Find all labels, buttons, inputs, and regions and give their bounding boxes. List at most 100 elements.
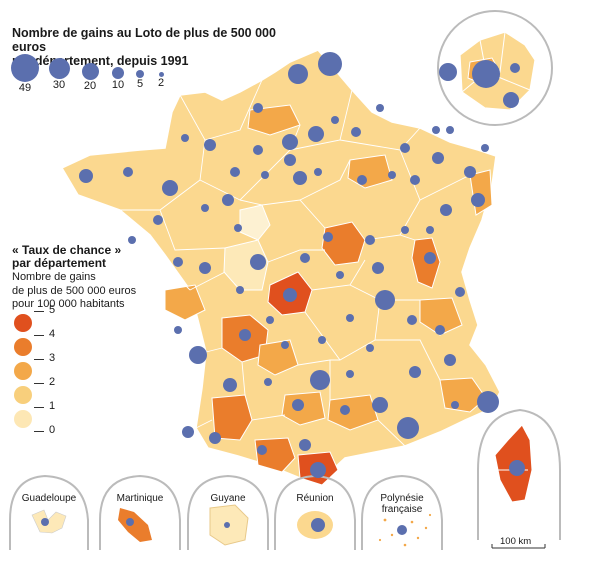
win-bubble	[471, 193, 485, 207]
win-bubble	[199, 262, 211, 274]
win-bubble	[253, 145, 263, 155]
win-bubble	[266, 316, 274, 324]
win-bubble	[281, 341, 289, 349]
win-bubble	[477, 391, 499, 413]
legend-bubble	[11, 54, 39, 82]
bubbles-layer	[41, 52, 525, 535]
scale-label: 100 km	[500, 536, 532, 547]
win-bubble	[509, 460, 525, 476]
rate-tick	[34, 311, 44, 312]
win-bubble	[439, 63, 457, 81]
win-bubble	[173, 257, 183, 267]
win-bubble	[481, 144, 489, 152]
polynesie-islands	[378, 513, 432, 547]
size-legend-item: 2	[152, 72, 170, 89]
rate-legend-header: « Taux de chance » par département Nombr…	[12, 244, 182, 311]
win-bubble	[435, 325, 445, 335]
win-bubble	[189, 346, 207, 364]
win-bubble	[79, 169, 93, 183]
win-bubble	[153, 215, 163, 225]
win-bubble	[261, 171, 269, 179]
win-bubble	[346, 370, 354, 378]
label-guadeloupe: Guadeloupe	[21, 493, 77, 504]
size-legend-label: 10	[111, 79, 125, 91]
rate-label-1: 1	[49, 400, 56, 412]
win-bubble	[123, 167, 133, 177]
rate-label-0: 0	[49, 424, 56, 436]
martinique-shape	[118, 508, 152, 542]
win-bubble	[407, 315, 417, 325]
win-bubble	[201, 204, 209, 212]
rate-swatch-1	[14, 410, 32, 428]
mainland-france	[60, 49, 501, 486]
dept-nievre	[321, 221, 366, 266]
win-bubble	[292, 399, 304, 411]
size-legend-item: 30	[44, 58, 74, 91]
win-bubble	[284, 154, 296, 166]
win-bubble	[336, 271, 344, 279]
size-legend-item: 5	[130, 70, 150, 90]
win-bubble	[331, 116, 339, 124]
size-legend-label: 30	[52, 79, 66, 91]
win-bubble	[375, 290, 395, 310]
title-line-1: Nombre de gains au Loto de plus de 500 0…	[12, 26, 276, 54]
win-bubble	[397, 525, 407, 535]
size-legend-item: 20	[76, 63, 104, 92]
rate-swatch-2	[14, 386, 32, 404]
rate-swatch-5	[14, 314, 32, 332]
win-bubble	[308, 126, 324, 142]
win-bubble	[174, 326, 182, 334]
win-bubble	[426, 226, 434, 234]
win-bubble	[424, 252, 436, 264]
rate-tick	[34, 359, 44, 360]
dept-gers	[211, 394, 253, 441]
win-bubble	[318, 52, 342, 76]
win-bubble	[410, 175, 420, 185]
win-bubble	[464, 166, 476, 178]
win-bubble	[351, 127, 361, 137]
win-bubble	[318, 336, 326, 344]
dept-herault	[327, 394, 379, 431]
rate-label-2: 2	[49, 376, 56, 388]
win-bubble	[128, 236, 136, 244]
overseas-shapes	[31, 504, 432, 547]
rate-tick	[34, 407, 44, 408]
win-bubble	[181, 134, 189, 142]
label-martinique: Martinique	[116, 493, 164, 504]
size-legend-label: 20	[83, 80, 97, 92]
win-bubble	[388, 171, 396, 179]
rate-swatch-3	[14, 362, 32, 380]
size-legend-label: 2	[157, 77, 165, 89]
dept-somme	[247, 104, 301, 136]
rate-title-line-1: « Taux de chance »	[12, 243, 122, 257]
win-bubble	[209, 432, 221, 444]
rate-sub-line-1: Nombre de gains	[12, 271, 96, 283]
win-bubble	[257, 445, 267, 455]
label-polynesie-line-1: Polynésie	[380, 493, 424, 504]
win-bubble	[299, 439, 311, 451]
guadeloupe-shape	[31, 509, 67, 534]
rate-tick	[34, 431, 44, 432]
win-bubble	[230, 167, 240, 177]
win-bubble	[397, 417, 419, 439]
win-bubble	[223, 378, 237, 392]
rate-swatch-4	[14, 338, 32, 356]
win-bubble	[311, 518, 325, 532]
win-bubble	[283, 288, 297, 302]
rate-label-3: 3	[49, 352, 56, 364]
win-bubble	[323, 232, 333, 242]
win-bubble	[376, 104, 384, 112]
dept-vendee	[164, 284, 206, 321]
win-bubble	[510, 63, 520, 73]
win-bubble	[310, 462, 326, 478]
rate-sub-line-3: pour 100 000 habitants	[12, 298, 125, 310]
win-bubble	[444, 354, 456, 366]
win-bubble	[432, 152, 444, 164]
win-bubble	[400, 143, 410, 153]
rate-title-line-2: par département	[12, 256, 107, 270]
win-bubble	[314, 168, 322, 176]
dept-tarn	[281, 391, 326, 426]
size-legend-item: 49	[8, 54, 42, 94]
corsica-frame	[477, 408, 561, 540]
